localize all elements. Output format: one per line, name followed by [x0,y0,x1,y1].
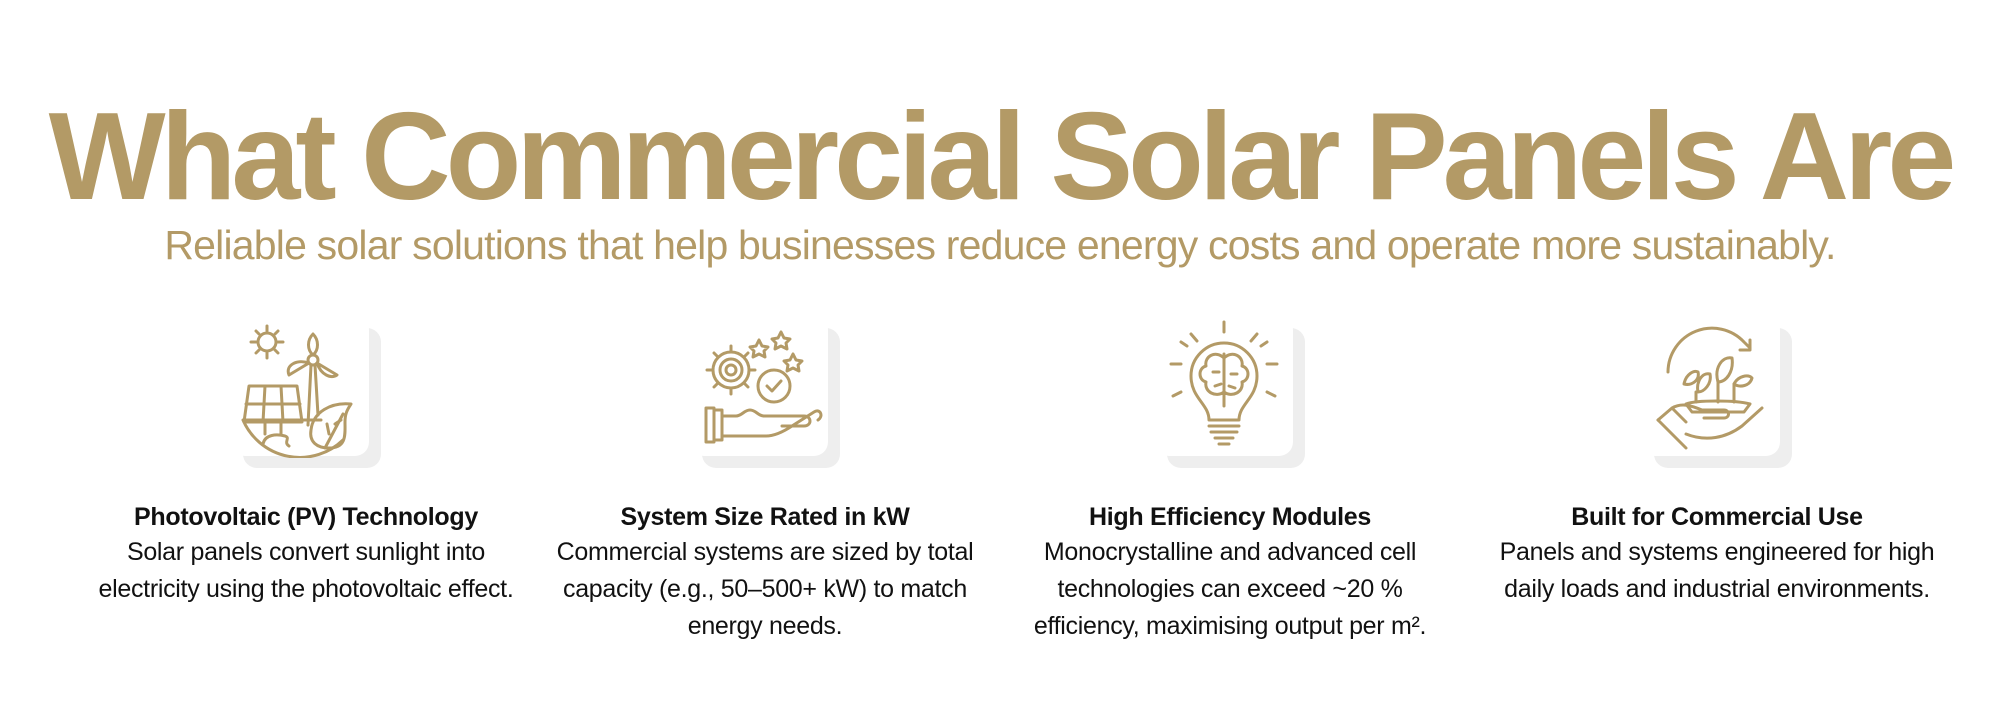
feature-title: System Size Rated in kW [620,503,910,531]
hand-plant-icon [1656,326,1764,450]
icon-card [690,316,840,468]
solar-wind-leaf-icon [241,324,353,458]
feature-description: Solar panels convert sunlight into elect… [98,538,514,603]
feature-title: Built for Commercial Use [1571,503,1863,531]
feature-high-efficiency: High Efficiency Modules Monocrystalline … [1000,316,1460,645]
feature-commercial-use: Built for Commercial Use Panels and syst… [1487,316,1947,608]
feature-title: High Efficiency Modules [1088,503,1372,531]
icon-card [1155,316,1305,468]
feature-system-size: System Size Rated in kW Commercial syste… [535,316,995,645]
gear-hand-check-icon [704,330,823,444]
lightbulb-brain-icon [1169,320,1279,446]
page-subtitle: Reliable solar solutions that help busin… [164,222,1836,268]
feature-pv-technology: Photovoltaic (PV) Technology Solar panel… [76,316,536,608]
feature-description: Monocrystalline and advanced cell techno… [1033,538,1427,640]
icon-card [231,316,381,468]
page-title: What Commercial Solar Panels Are [48,88,1957,226]
feature-description: Commercial systems are sized by total ca… [556,538,974,640]
icon-card [1642,316,1792,468]
feature-title: Photovoltaic (PV) Technology [134,503,478,531]
feature-description: Panels and systems engineered for high d… [1499,538,1935,603]
